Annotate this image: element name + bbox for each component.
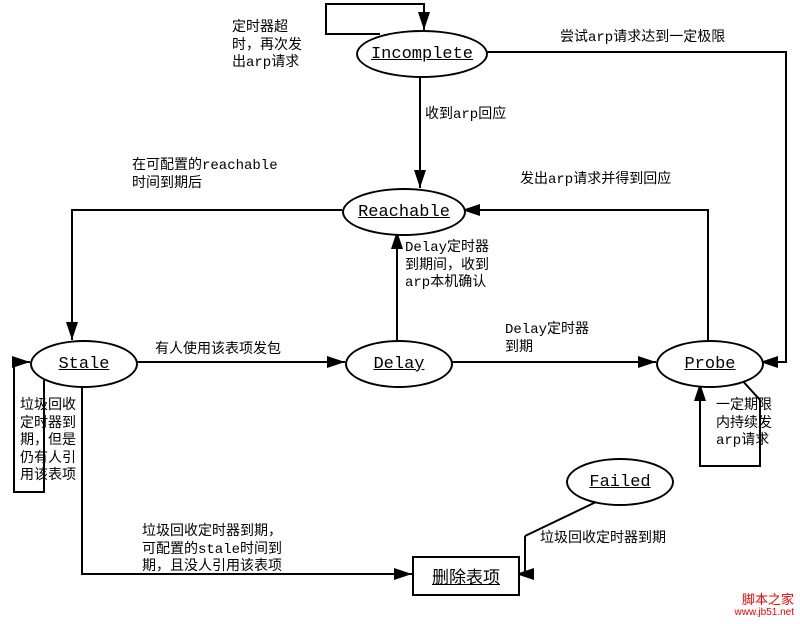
node-delay: Delay [345,340,453,388]
node-label: Delay [373,355,424,374]
edge-label: 垃圾回收定时器到期 [540,531,666,549]
watermark-line1: 脚本之家 [735,593,794,607]
edge-label: 尝试arp请求达到一定极限 [560,30,725,48]
edge-label: Delay定时器 到期间，收到 arp本机确认 [405,240,489,293]
node-label: Reachable [358,203,450,222]
node-stale: Stale [30,340,138,388]
node-incomplete: Incomplete [356,30,488,78]
node-label: Stale [58,355,109,374]
node-label: Failed [589,473,650,492]
state-diagram: Incomplete Reachable Stale Delay Probe F… [0,0,800,624]
node-label: Incomplete [371,45,473,64]
node-reachable: Reachable [342,188,466,236]
edges-layer [0,0,800,624]
edge-label: 垃圾回收 定时器到 期，但是 仍有人引 用该表项 [20,398,76,486]
edge-label: 发出arp请求并得到回应 [520,172,671,190]
node-failed: Failed [566,458,674,506]
node-label: 删除表项 [432,563,500,589]
node-label: Probe [684,355,735,374]
edge-label: 垃圾回收定时器到期， 可配置的stale时间到 期，且没人引用该表项 [142,524,282,577]
edge-label: Delay定时器 到期 [505,322,589,357]
node-delete: 删除表项 [412,556,520,596]
edge-label: 定时器超 时，再次发 出arp请求 [232,20,302,73]
node-probe: Probe [656,340,764,388]
watermark: 脚本之家 www.jb51.net [735,593,794,618]
edge-label: 在可配置的reachable 时间到期后 [132,158,278,193]
edge-label: 一定期限 内持续发 arp请求 [716,398,772,451]
watermark-line2: www.jb51.net [735,607,794,618]
edge-label: 有人使用该表项发包 [155,342,281,360]
edge-label: 收到arp回应 [425,107,506,125]
